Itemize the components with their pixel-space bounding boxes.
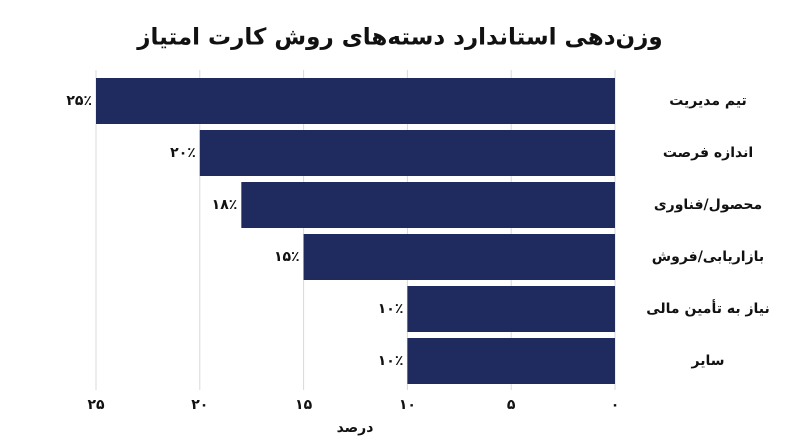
chart-title: وزن‌دهی استاندارد دسته‌های روش کارت امتی… (136, 25, 662, 51)
bar (303, 234, 615, 280)
category-label: محصول/فناوری (654, 197, 762, 213)
value-label: ۱۵٪ (274, 249, 300, 265)
x-tick-label: ۱۵ (295, 397, 313, 413)
category-label: تیم مدیریت (669, 93, 747, 109)
value-label: ۱۸٪ (212, 197, 238, 213)
x-tick-label: ۵ (507, 397, 516, 413)
bar (199, 130, 616, 176)
bar (407, 338, 615, 384)
x-tick-label: ۰ (611, 397, 620, 413)
value-label: ۲۰٪ (170, 145, 196, 161)
category-label: بازاریابی/فروش (652, 249, 764, 265)
value-label: ۱۰٪ (378, 353, 404, 369)
x-tick-label: ۲۵ (87, 397, 105, 413)
category-label: سایر (691, 353, 725, 369)
x-tick-label: ۱۰ (399, 397, 416, 413)
x-tick-label: ۲۰ (191, 397, 208, 413)
category-label: اندازه فرصت (663, 145, 753, 161)
x-axis-label: درصد (337, 420, 374, 436)
category-label: نیاز به تأمین مالی (646, 299, 770, 317)
value-label: ۱۰٪ (378, 301, 404, 317)
bar (241, 182, 615, 228)
bar (407, 286, 615, 332)
value-label: ۲۵٪ (66, 93, 92, 109)
bar (96, 78, 615, 124)
